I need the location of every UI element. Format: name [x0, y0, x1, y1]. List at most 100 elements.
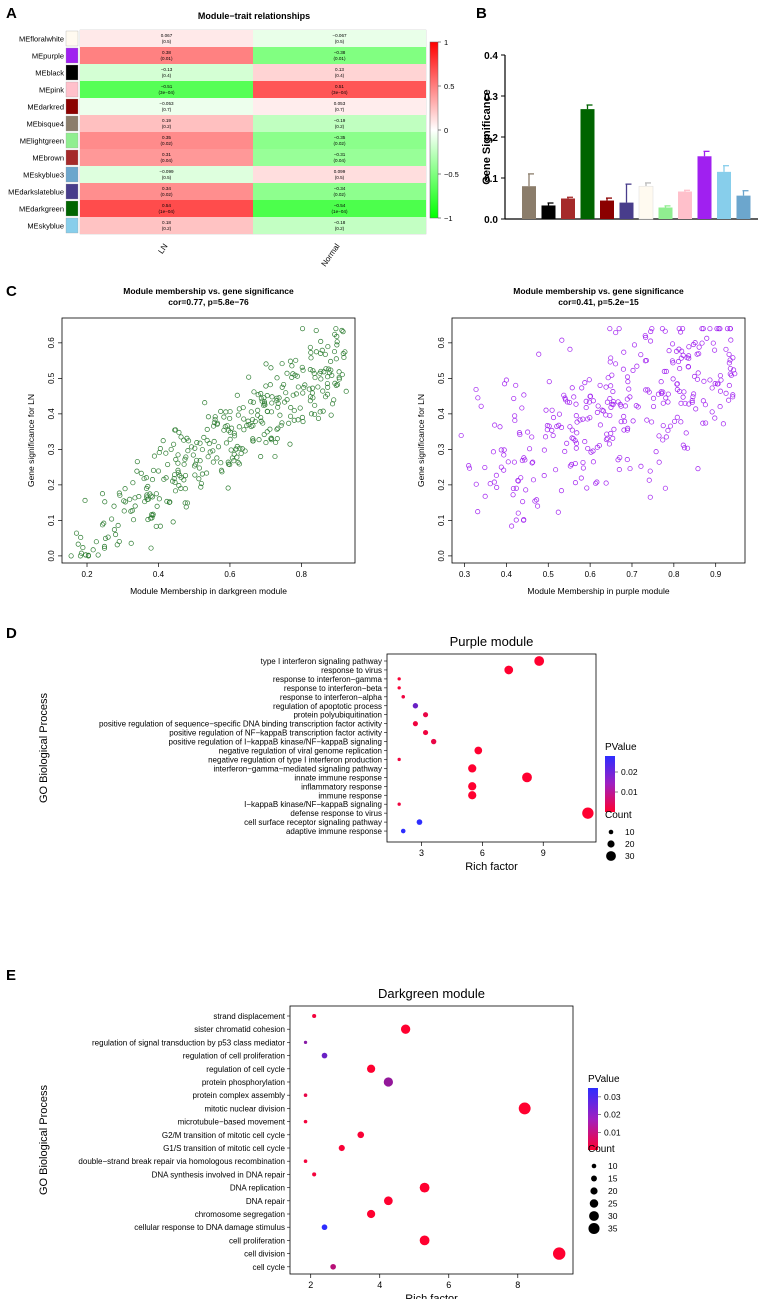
scatter-point	[667, 423, 674, 429]
scatter-point	[312, 402, 318, 408]
scatter-point	[248, 423, 254, 430]
dotplot-dot	[303, 1159, 308, 1163]
dotplot-term-label: response to interferon−gamma	[273, 675, 383, 684]
scatter-point	[312, 411, 318, 417]
scatter-point	[333, 356, 339, 362]
dotplot-dot	[303, 1093, 308, 1097]
scatter-point	[567, 399, 573, 405]
scatter-point	[255, 412, 261, 418]
scatter-point	[274, 398, 280, 404]
scatter-point	[156, 450, 162, 456]
scatter-point	[622, 403, 628, 409]
heatmap-row-label: MEdarkgreen	[19, 205, 64, 214]
scatter-point	[512, 417, 518, 424]
dotplot-dot	[468, 764, 477, 773]
scatter-point	[313, 327, 319, 334]
scatter-point	[168, 446, 174, 452]
heatmap-cell	[80, 149, 253, 166]
scatter-point	[692, 340, 698, 346]
scatter-point	[633, 403, 639, 409]
scatter-point	[700, 326, 706, 332]
heatmap-cell-value: −0.38	[334, 50, 346, 55]
scatter-subtitle: cor=0.41, p=5.2e−15	[558, 297, 639, 307]
bar	[678, 191, 692, 219]
scatter-point	[145, 483, 151, 489]
scatter-ytick: 0.6	[437, 337, 446, 349]
scatter-xlabel: Module Membership in darkgreen module	[130, 586, 287, 596]
scatter-point	[233, 446, 239, 452]
scatter-point	[310, 385, 316, 391]
heatmap-cell-value: −0.067	[332, 33, 347, 38]
scatter-point	[643, 334, 649, 340]
dotplot-term-label: microtubule−based movement	[178, 1118, 286, 1127]
heatmap-cell-pvalue: (1e−04)	[332, 209, 348, 214]
scatter-point	[78, 550, 84, 556]
scatter-point	[331, 349, 338, 355]
dotplot-ylabel: GO Biological Process	[38, 1084, 50, 1195]
scatter-point	[113, 531, 119, 538]
scatter-point	[227, 436, 233, 442]
heatmap-cell-value: 0.54	[162, 203, 171, 208]
scatter-point	[656, 459, 662, 465]
scatter-ytick: 0.2	[47, 479, 56, 491]
scatter-point	[320, 408, 326, 414]
heatmap-row-label: MEfloralwhite	[19, 35, 64, 44]
scatter-point	[143, 494, 150, 500]
scatter-point	[730, 355, 736, 361]
scatter-point	[295, 384, 301, 390]
dotplot-dot	[303, 1119, 308, 1124]
scatter-point	[727, 365, 733, 372]
scatter-point	[196, 465, 202, 471]
scatter-point	[529, 460, 535, 466]
scatter-point	[264, 393, 270, 399]
scatter-point	[610, 389, 616, 395]
scatter-point	[172, 488, 179, 494]
scatter-point	[145, 517, 151, 523]
dotplot-term-label: DNA synthesis involved in DNA repair	[152, 1170, 286, 1179]
scatter-point	[630, 367, 636, 373]
scatter-point	[604, 399, 610, 405]
scatter-point	[728, 337, 734, 343]
scatter-point	[498, 447, 504, 453]
scatter-point	[648, 328, 654, 335]
scatter-point	[268, 437, 274, 443]
scatter-point	[141, 476, 147, 482]
scatter-point	[527, 446, 533, 452]
scatter-point	[662, 485, 668, 491]
scatter-point	[274, 426, 280, 432]
legend-pvalue-tick: 0.02	[621, 767, 638, 777]
scatter-point	[607, 326, 613, 332]
scatter-point	[699, 326, 705, 332]
heatmap-cell-pvalue: (0.4)	[335, 73, 345, 78]
scatter-point	[665, 391, 671, 397]
scatter-point	[312, 375, 318, 381]
scatter-point	[225, 485, 231, 491]
scatter-point	[290, 371, 296, 377]
dotplot-term-label: protein complex assembly	[193, 1091, 285, 1100]
scatter-point	[567, 424, 573, 430]
scatter-point	[258, 454, 264, 460]
scatter-point	[715, 381, 721, 387]
scatter-point	[309, 390, 315, 396]
scatter-point	[148, 545, 154, 551]
heatmap-row-label: MElightgreen	[20, 137, 64, 146]
scatter-point	[694, 376, 700, 382]
scatter-point	[258, 391, 264, 397]
scatter-point	[466, 465, 473, 471]
scatter-point	[83, 552, 89, 558]
scatter-point	[231, 430, 237, 436]
scatter-point	[649, 326, 655, 332]
scatter-point	[536, 351, 542, 357]
scatter-point	[333, 326, 339, 332]
scatter-point	[574, 430, 580, 436]
scatter-point	[567, 346, 573, 352]
dotplot-ylabel: GO Biological Process	[38, 692, 50, 803]
scatter-point	[597, 382, 603, 388]
module-color-swatch	[65, 149, 79, 166]
scatter-point	[613, 361, 619, 367]
scatter-point	[492, 422, 498, 428]
scatter-point	[192, 472, 198, 478]
scatter-point	[582, 380, 588, 386]
scatter-point	[299, 364, 305, 370]
scatter-point	[340, 329, 346, 335]
